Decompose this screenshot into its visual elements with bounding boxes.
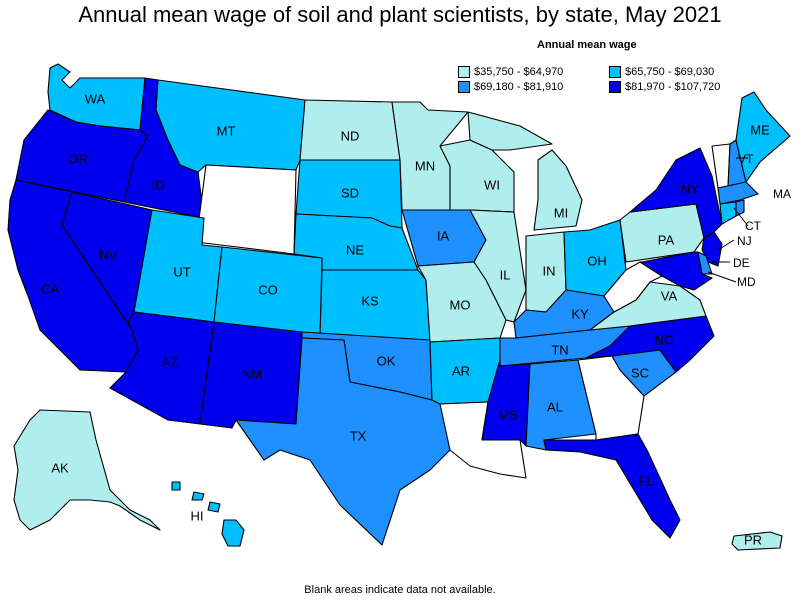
label-NY: NY	[681, 181, 699, 196]
legend-swatch-3	[458, 81, 470, 93]
label-AK: AK	[51, 460, 69, 475]
label-AL: AL	[547, 399, 563, 414]
label-IN: IN	[543, 263, 556, 278]
state-IL[interactable]	[469, 209, 527, 323]
state-WI[interactable]	[439, 139, 515, 213]
label-KS: KS	[361, 293, 379, 308]
state-NY[interactable]	[629, 147, 723, 239]
label-HI: HI	[191, 508, 204, 523]
legend-item-3: $69,180 - $81,910	[458, 81, 563, 93]
legend-swatch-4	[609, 81, 621, 93]
label-IA: IA	[437, 228, 450, 243]
label-NJ: NJ	[737, 234, 752, 248]
label-WA: WA	[85, 91, 106, 106]
label-MN: MN	[415, 158, 435, 173]
label-MO: MO	[450, 297, 471, 312]
label-SC: SC	[631, 365, 649, 380]
label-PA: PA	[658, 232, 675, 247]
label-MA: MA	[773, 187, 791, 201]
legend-label-3: $69,180 - $81,910	[474, 81, 564, 93]
label-OH: OH	[587, 253, 607, 268]
label-CO: CO	[258, 282, 278, 297]
label-VT: VT	[738, 152, 754, 166]
label-MD: MD	[737, 275, 756, 289]
label-OR: OR	[68, 151, 88, 166]
state-TX[interactable]	[235, 337, 451, 546]
label-ND: ND	[341, 128, 360, 143]
state-NC[interactable]	[585, 315, 715, 373]
state-RI[interactable]	[735, 199, 745, 217]
legend-label-2: $65,750 - $69,030	[625, 66, 715, 78]
state-AK[interactable]	[13, 409, 161, 531]
state-WY[interactable]	[195, 164, 297, 255]
label-KY: KY	[571, 306, 589, 321]
label-MI: MI	[554, 205, 568, 220]
label-OK: OK	[377, 353, 396, 368]
label-NE: NE	[346, 242, 364, 257]
label-MS: MS	[498, 407, 518, 422]
state-VT[interactable]	[711, 143, 731, 189]
legend-swatch-2	[609, 66, 621, 78]
leader-line-md	[707, 271, 737, 283]
label-TX: TX	[350, 428, 367, 443]
label-NC: NC	[655, 332, 674, 347]
label-CA: CA	[41, 281, 59, 296]
state-HI[interactable]	[171, 481, 245, 547]
label-AR: AR	[452, 363, 470, 378]
label-DE: DE	[733, 256, 750, 270]
label-NM: NM	[242, 366, 262, 381]
label-UT: UT	[173, 264, 190, 279]
footnote: Blank areas indicate data not available.	[304, 584, 496, 596]
label-WI: WI	[484, 177, 500, 192]
label-MT: MT	[217, 123, 236, 138]
legend-item-1: $35,750 - $64,970	[458, 66, 563, 78]
map-title: Annual mean wage of soil and plant scien…	[78, 2, 722, 27]
legend-title: Annual mean wage	[537, 39, 637, 51]
label-CT: CT	[745, 219, 762, 233]
label-ME: ME	[750, 122, 770, 137]
leader-line-nj	[717, 239, 735, 251]
state-FL[interactable]	[543, 433, 681, 539]
label-NV: NV	[99, 247, 117, 262]
label-PR: PR	[744, 532, 762, 547]
state-WV[interactable]	[603, 261, 663, 313]
label-VA: VA	[661, 288, 678, 303]
label-ID: ID	[152, 177, 165, 192]
state-ME[interactable]	[735, 91, 791, 183]
legend-label-1: $35,750 - $64,970	[474, 66, 564, 78]
legend-swatch-1	[458, 66, 470, 78]
state-MD[interactable]	[639, 251, 713, 291]
label-SD: SD	[341, 185, 359, 200]
state-MI[interactable]	[467, 111, 583, 231]
legend-item-2: $65,750 - $69,030	[609, 66, 714, 78]
legend-item-4: $81,970 - $107,720	[609, 81, 720, 93]
leader-line-ct	[733, 207, 749, 227]
legend-label-4: $81,970 - $107,720	[625, 81, 721, 93]
state-PR[interactable]	[731, 531, 783, 551]
state-MA[interactable]	[717, 181, 759, 205]
label-AZ: AZ	[162, 354, 179, 369]
label-IL: IL	[500, 267, 511, 282]
state-CT[interactable]	[719, 201, 737, 225]
label-FL: FL	[638, 473, 653, 488]
label-TN: TN	[551, 342, 568, 357]
